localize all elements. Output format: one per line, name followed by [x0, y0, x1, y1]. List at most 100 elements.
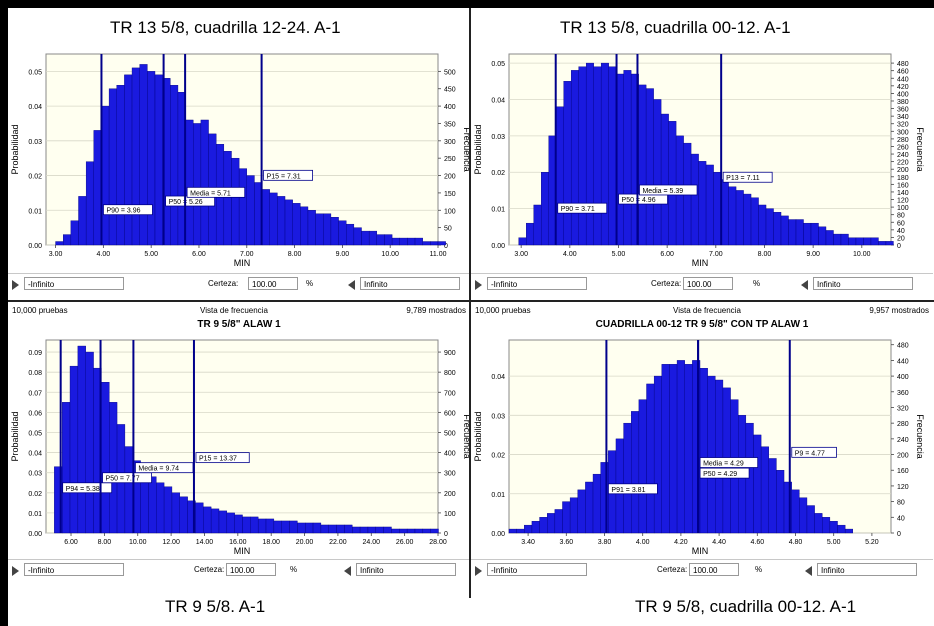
histogram-bar [101, 105, 110, 246]
marker-label: Media = 5.71 [190, 190, 231, 197]
histogram-bar [273, 520, 282, 534]
histogram-bar [109, 402, 118, 534]
histogram-bar [728, 186, 737, 246]
histogram-bar [269, 192, 278, 246]
x-tick-label: 6.00 [64, 539, 78, 546]
certainty-label: Certeza: [657, 565, 688, 574]
histogram-bar [822, 517, 831, 534]
x-tick-label: 4.60 [750, 539, 764, 546]
histogram-bar [533, 204, 542, 246]
histogram-bar [171, 492, 180, 534]
lower-bound-input[interactable]: -Infinito [487, 277, 587, 290]
histogram-bar [315, 213, 324, 246]
y2-tick-label: 300 [444, 139, 456, 146]
histogram-bar [623, 70, 632, 246]
histogram-bar [179, 496, 188, 534]
left-arrow-icon[interactable] [12, 566, 19, 576]
y-tick-label: 0.02 [491, 453, 505, 460]
marker-label: P50 = 4.29 [703, 471, 737, 478]
y2-tick-label: 40 [897, 515, 905, 522]
left-arrow-icon[interactable] [475, 566, 482, 576]
histogram-bar [833, 233, 842, 246]
upper-bound-input[interactable]: Infinito [360, 277, 460, 290]
y-tick-label: 0.00 [28, 243, 42, 250]
y2-tick-label: 280 [897, 137, 909, 144]
histogram-bar [799, 497, 808, 534]
lower-bound-input[interactable]: -Infinito [24, 277, 124, 290]
percent-label: % [306, 279, 314, 288]
upper-bound-input[interactable]: Infinito [817, 563, 917, 576]
histogram-bar [131, 67, 140, 246]
lower-bound-input[interactable]: -Infinito [487, 563, 587, 576]
x-tick-label: 3.00 [514, 251, 528, 258]
x-tick-label: 11.00 [430, 251, 447, 258]
y2-tick-label: 150 [444, 191, 456, 198]
y-tick-label: 0.05 [28, 69, 42, 76]
histogram-bar [715, 379, 724, 534]
histogram-bar [646, 383, 655, 534]
panel-title: TR 9 5/8" ALAW 1 [197, 319, 281, 330]
y2-tick-label: 440 [897, 76, 909, 83]
histogram-bar [234, 514, 243, 534]
histogram-bar [524, 524, 533, 534]
marker-label-box [195, 452, 250, 464]
percent-label: % [290, 565, 298, 574]
histogram-bar [320, 524, 329, 534]
certainty-input[interactable]: 100.00 [226, 563, 276, 576]
y2-tick-label: 400 [444, 451, 456, 458]
histogram-bar [753, 434, 762, 534]
y2-tick-label: 60 [897, 220, 905, 227]
y2-tick-label: 900 [444, 350, 456, 357]
histogram-bar [330, 217, 339, 246]
certainty-input[interactable]: 100.00 [689, 563, 739, 576]
histogram-bar [638, 399, 647, 534]
panel-title: CUADRILLA 00-12 TR 9 5/8" CON TP ALAW 1 [595, 319, 809, 330]
certainty-label: Certeza: [208, 279, 239, 288]
upper-bound-input[interactable]: Infinito [356, 563, 456, 576]
y2-tick-label: 240 [897, 152, 909, 159]
y2-tick-label: 320 [897, 122, 909, 129]
panel-divider-horizontal [8, 300, 934, 302]
histogram-bar [399, 528, 408, 534]
histogram-bar [85, 161, 95, 246]
histogram-bar [376, 234, 385, 246]
histogram-bar [407, 237, 416, 246]
marker-label: P15 = 13.37 [199, 456, 237, 463]
histogram-bar [676, 360, 685, 534]
x-tick-label: 12.00 [162, 539, 180, 546]
left-arrow-icon[interactable] [475, 280, 482, 290]
right-arrow-icon[interactable] [348, 280, 355, 290]
shown-count: 9,957 mostrados [869, 306, 929, 315]
marker-label-box [102, 472, 152, 484]
chart-panel-1: 0.00 0.01 0.02 0.03 0.04 0.05 0 50 100 150 200 250 3… [8, 44, 470, 296]
y2-axis-label: Frecuencia [915, 414, 925, 459]
histogram-bar [108, 88, 117, 246]
trials-count: 10,000 pruebas [12, 306, 68, 315]
certainty-input[interactable]: 100.00 [683, 277, 733, 290]
y-tick-label: 0.07 [28, 390, 42, 397]
certainty-input[interactable]: 100.00 [248, 277, 298, 290]
x-axis-label: MIN [692, 258, 709, 268]
histogram-bar [690, 153, 699, 246]
right-arrow-icon[interactable] [805, 566, 812, 576]
histogram-bar [837, 524, 846, 534]
histogram-bar [840, 233, 849, 246]
certainty-controls-1: -Infinito Certeza: 100.00 % Infinito [8, 273, 470, 296]
lower-bound-input[interactable]: -Infinito [24, 563, 124, 576]
left-arrow-icon[interactable] [12, 280, 19, 290]
right-arrow-icon[interactable] [344, 566, 351, 576]
right-arrow-icon[interactable] [801, 280, 808, 290]
y2-tick-label: 80 [897, 213, 905, 220]
x-tick-label: 4.40 [712, 539, 726, 546]
marker-label: P90 = 3.71 [561, 206, 595, 213]
marker-label: Media = 4.29 [703, 461, 744, 468]
histogram-bar [93, 130, 102, 246]
x-tick-label: 26.00 [396, 539, 414, 546]
histogram-bar [250, 516, 259, 534]
histogram-bar [773, 212, 782, 246]
marker-label-box [722, 171, 773, 183]
certainty-controls-2: -Infinito Certeza: 100.00 % Infinito [471, 273, 933, 296]
histogram-bar [414, 237, 423, 246]
y-tick-label: 0.00 [28, 531, 42, 538]
upper-bound-input[interactable]: Infinito [813, 277, 913, 290]
